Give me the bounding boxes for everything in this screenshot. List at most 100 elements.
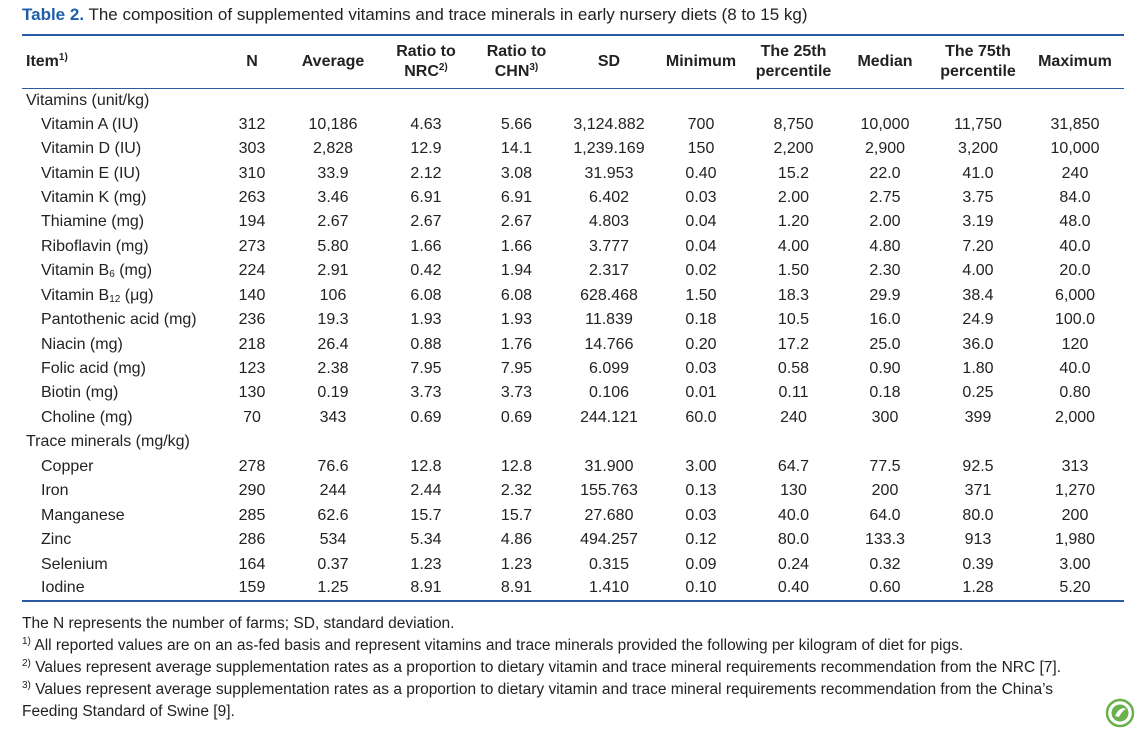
value-cell: 1.20 bbox=[777, 213, 810, 231]
value-cell: 6.099 bbox=[588, 360, 630, 378]
value-cell: 5.20 bbox=[1059, 579, 1091, 597]
value-cell: 16.0 bbox=[869, 311, 901, 329]
group-row: Trace minerals (mg/kg) bbox=[22, 430, 1124, 454]
value-cell: 0.80 bbox=[1059, 384, 1091, 402]
value-cell: 244 bbox=[319, 482, 347, 500]
value-cell: 29.9 bbox=[869, 286, 901, 304]
value-cell: 2.30 bbox=[869, 262, 901, 280]
footnote: 3) Values represent average supplementat… bbox=[22, 679, 1112, 723]
value-cell: 1.66 bbox=[410, 237, 442, 255]
item-cell: Vitamin E (IU) bbox=[41, 164, 141, 182]
value-cell: 1.76 bbox=[500, 335, 533, 353]
item-cell: Vitamin B6 (mg) bbox=[22, 259, 220, 283]
value-cell: 2,000 bbox=[1054, 408, 1096, 426]
value-cell: 200 bbox=[871, 482, 899, 500]
value-cell: 17.2 bbox=[777, 335, 810, 353]
footnote: The N represents the number of farms; SD… bbox=[22, 613, 1112, 635]
value-cell: 0.58 bbox=[777, 360, 810, 378]
value-cell: 240 bbox=[780, 408, 807, 426]
value-cell: 7.95 bbox=[410, 360, 442, 378]
header-text: N bbox=[246, 52, 258, 70]
value-cell: 1,270 bbox=[1054, 482, 1096, 500]
value-cell: 80.0 bbox=[777, 531, 810, 549]
value-cell: 2,828 bbox=[312, 140, 354, 158]
logo bbox=[1105, 698, 1135, 728]
value-cell: 0.18 bbox=[869, 384, 901, 402]
group-title: Trace minerals (mg/kg) bbox=[26, 433, 190, 451]
value-cell: 4.00 bbox=[962, 262, 994, 280]
table-row: Riboflavin (mg) 273 5.80 1.66 1.66 3.777 0.04 4… bbox=[22, 235, 1124, 259]
value-cell: 0.11 bbox=[778, 384, 809, 402]
value-cell: 15.2 bbox=[777, 164, 810, 182]
value-cell: 0.90 bbox=[869, 360, 901, 378]
value-cell: 155.763 bbox=[580, 482, 638, 500]
value-cell: 18.3 bbox=[777, 286, 810, 304]
value-cell: 3.19 bbox=[962, 213, 994, 231]
footnote-text: Values represent average supplementation… bbox=[22, 681, 1054, 720]
value-cell: 3.777 bbox=[588, 237, 630, 255]
value-cell: 77.5 bbox=[869, 457, 901, 475]
value-cell: 12.8 bbox=[410, 457, 442, 475]
header-text: SD bbox=[597, 52, 621, 70]
value-cell: 0.25 bbox=[962, 384, 994, 402]
value-cell: 3,124.882 bbox=[573, 115, 645, 133]
item-cell: Pantothenic acid (mg) bbox=[41, 311, 197, 329]
value-cell: 60.0 bbox=[685, 408, 717, 426]
value-cell: 700 bbox=[687, 115, 715, 133]
item-cell: Folic acid (mg) bbox=[41, 360, 146, 378]
value-cell: 3.75 bbox=[962, 188, 994, 206]
value-cell: 5.80 bbox=[317, 237, 349, 255]
value-cell: 286 bbox=[238, 531, 266, 549]
value-cell: 10.5 bbox=[777, 311, 810, 329]
footnote-mark: 3) bbox=[529, 61, 539, 73]
value-cell: 1.23 bbox=[410, 555, 442, 573]
value-cell: 0.24 bbox=[777, 555, 810, 573]
header-text: Ratio to bbox=[486, 42, 547, 60]
value-cell: 14.1 bbox=[500, 140, 533, 158]
value-cell: 22.0 bbox=[869, 164, 901, 182]
value-cell: 494.257 bbox=[580, 531, 638, 549]
item-cell: Copper bbox=[41, 457, 94, 475]
value-cell: 278 bbox=[238, 457, 266, 475]
value-cell: 1.93 bbox=[500, 311, 533, 329]
header-cell: Average bbox=[284, 35, 382, 88]
value-cell: 133.3 bbox=[864, 531, 906, 549]
table-row: Selenium 164 0.37 1.23 1.23 0.315 0.09 0.24 0.32… bbox=[22, 552, 1124, 576]
value-cell: 2.91 bbox=[317, 262, 349, 280]
value-cell: 0.01 bbox=[685, 384, 717, 402]
value-cell: 0.18 bbox=[685, 311, 717, 329]
header-text: NRC bbox=[404, 62, 439, 80]
footnote: 2) Values represent average supplementat… bbox=[22, 657, 1112, 679]
value-cell: 8,750 bbox=[773, 115, 814, 133]
value-cell: 2.75 bbox=[869, 188, 901, 206]
value-cell: 25.0 bbox=[869, 335, 901, 353]
value-cell: 200 bbox=[1061, 506, 1089, 524]
value-cell: 5.34 bbox=[410, 531, 442, 549]
item-text: (mg) bbox=[114, 262, 153, 280]
value-cell: 106 bbox=[319, 286, 347, 304]
table-row: Vitamin E (IU) 310 33.9 2.12 3.08 31.953 0.40 1… bbox=[22, 161, 1124, 185]
value-cell: 84.0 bbox=[1059, 188, 1091, 206]
value-cell: 312 bbox=[238, 115, 266, 133]
table-row: Iodine 159 1.25 8.91 8.91 1.410 0.10 0.40 0.60 1.… bbox=[22, 577, 1124, 602]
value-cell: 41.0 bbox=[962, 164, 994, 182]
table-row: Vitamin K (mg) 263 3.46 6.91 6.91 6.402 0.03 2.… bbox=[22, 186, 1124, 210]
value-cell: 140 bbox=[238, 286, 266, 304]
value-cell: 40.0 bbox=[1059, 237, 1091, 255]
header-text: The 25th bbox=[760, 42, 827, 60]
value-cell: 3.73 bbox=[410, 384, 442, 402]
value-cell: 0.40 bbox=[685, 164, 717, 182]
value-cell: 15.7 bbox=[410, 506, 442, 524]
table-row: Choline (mg) 70 343 0.69 0.69 244.121 60.0 240 3… bbox=[22, 406, 1124, 430]
value-cell: 15.7 bbox=[500, 506, 533, 524]
header-text: Ratio to bbox=[396, 42, 456, 60]
value-cell: 36.0 bbox=[962, 335, 994, 353]
value-cell: 2.12 bbox=[410, 164, 442, 182]
value-cell: 64.7 bbox=[777, 457, 810, 475]
item-subscript: 6 bbox=[109, 269, 115, 281]
item-cell: Iodine bbox=[41, 579, 85, 597]
table-row: Copper 278 76.6 12.8 12.8 31.900 3.00 64.7 77.5 9… bbox=[22, 455, 1124, 479]
value-cell: 1.50 bbox=[777, 262, 810, 280]
header-cell: N bbox=[220, 35, 284, 88]
value-cell: 3.73 bbox=[500, 384, 533, 402]
